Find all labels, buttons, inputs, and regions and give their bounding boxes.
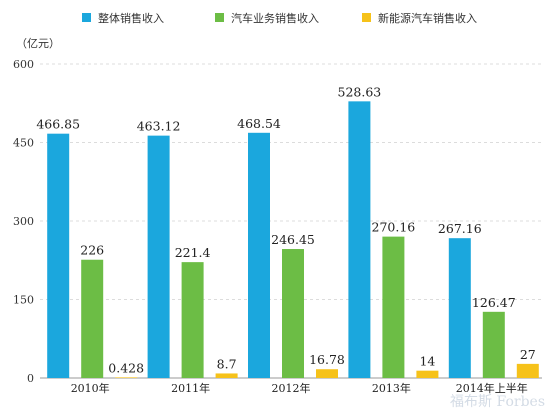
- data-label: 528.63: [338, 84, 382, 99]
- data-label: 14: [419, 354, 435, 369]
- legend-swatch: [362, 13, 371, 22]
- x-tick-label: 2011年: [171, 381, 210, 395]
- x-tick-label: 2010年: [71, 381, 110, 395]
- bar: [482, 311, 505, 378]
- bar: [215, 373, 238, 378]
- data-label: 226: [80, 243, 104, 258]
- data-label: 466.85: [36, 117, 80, 132]
- x-axis-ticks: 2010年 2011年 2012年 2013年 2014年上半年: [71, 381, 528, 395]
- bar: [147, 135, 170, 378]
- bar: [47, 133, 70, 378]
- data-label: 270.16: [372, 220, 416, 235]
- data-label: 468.54: [237, 116, 281, 131]
- data-label: 246.45: [271, 232, 315, 247]
- x-tick-label: 2014年上半年: [456, 381, 528, 395]
- bar: [316, 369, 338, 378]
- y-tick-label: 300: [13, 215, 34, 228]
- data-label: 267.16: [438, 221, 482, 236]
- data-label: 221.4: [175, 245, 211, 260]
- data-label: 126.47: [472, 295, 516, 310]
- x-tick-label: 2012年: [272, 381, 311, 395]
- bar: [181, 262, 204, 378]
- legend: 整体销售收入 汽车业务销售收入 新能源汽车销售收入: [82, 11, 477, 25]
- value-labels: 466.85 226 0.428 463.12 221.4 8.7 468.54 246.45…: [36, 84, 535, 375]
- y-tick-label: 450: [13, 137, 34, 150]
- bar: [348, 101, 371, 378]
- legend-label: 新能源汽车销售收入: [378, 11, 477, 25]
- bar: [81, 259, 104, 378]
- legend-label: 整体销售收入: [98, 11, 164, 25]
- bar: [416, 370, 439, 378]
- data-label: 463.12: [137, 119, 181, 134]
- bar: [248, 132, 270, 378]
- y-axis-ticks: 0 150 300 450 600: [13, 58, 34, 385]
- watermark: 福布斯 Forbes: [450, 394, 545, 410]
- data-label: 8.7: [217, 356, 237, 371]
- y-tick-label: 150: [13, 294, 34, 307]
- data-label: 16.78: [309, 352, 345, 367]
- data-label: 0.428: [108, 360, 144, 375]
- bar: [448, 238, 471, 378]
- data-label: 27: [520, 347, 536, 362]
- bar: [516, 363, 539, 378]
- bar: [282, 249, 304, 378]
- legend-label: 汽车业务销售收入: [231, 11, 319, 25]
- legend-swatch: [215, 13, 224, 22]
- y-tick-label: 600: [13, 58, 34, 71]
- x-tick-label: 2013年: [372, 381, 411, 395]
- y-tick-label: 0: [27, 372, 34, 385]
- legend-swatch: [82, 13, 91, 22]
- bar: [115, 377, 138, 378]
- bar: [382, 236, 405, 378]
- y-axis-unit: （亿元）: [16, 37, 60, 50]
- bars: [47, 101, 539, 378]
